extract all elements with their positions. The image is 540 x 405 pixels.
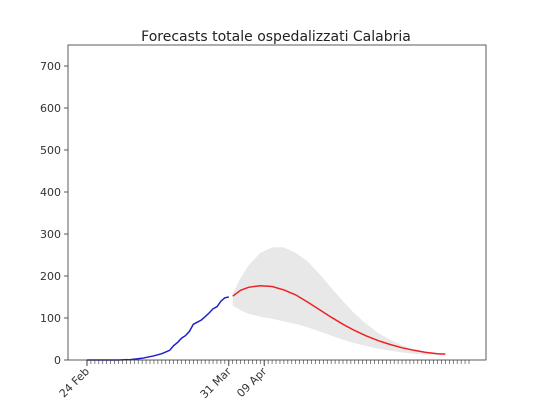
confidence-band bbox=[232, 247, 446, 355]
confidence-band-layer bbox=[232, 247, 446, 355]
series-layer bbox=[87, 284, 446, 361]
y-tick-label: 700 bbox=[40, 60, 61, 73]
y-tick-label: 100 bbox=[40, 312, 61, 325]
y-tick-label: 400 bbox=[40, 186, 61, 199]
x-tick-label: 09 Apr bbox=[234, 365, 269, 400]
x-tick-label: 24 Feb bbox=[57, 365, 92, 400]
forecast-series-line bbox=[232, 284, 446, 355]
y-tick-label: 300 bbox=[40, 228, 61, 241]
y-tick-label: 500 bbox=[40, 144, 61, 157]
y-tick-label: 200 bbox=[40, 270, 61, 283]
y-tick-label: 600 bbox=[40, 102, 61, 115]
x-tick-label: 31 Mar bbox=[198, 365, 235, 402]
x-axis: 24 Feb 31 Mar 09 Apr bbox=[57, 360, 470, 402]
y-axis: 0 100 200 300 400 500 600 700 bbox=[40, 60, 68, 367]
observed-series-line bbox=[87, 296, 229, 361]
plot-frame bbox=[67, 44, 487, 361]
y-tick-label: 0 bbox=[54, 354, 61, 367]
chart-title: Forecasts totale ospedalizzati Calabria bbox=[141, 29, 411, 45]
